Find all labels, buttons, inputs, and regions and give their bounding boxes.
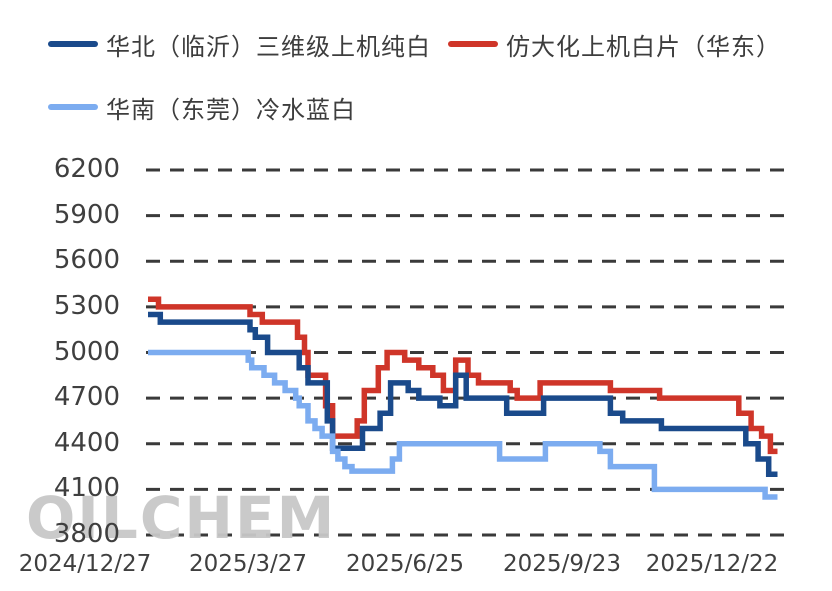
legend-swatch-light-blue (48, 104, 98, 110)
series-line-0 (148, 311, 778, 477)
y-tick-label: 5300 (53, 290, 120, 321)
x-tick-label: 2025/3/27 (189, 551, 307, 577)
y-tick-label: 5900 (53, 199, 120, 230)
y-tick-label: 4400 (53, 427, 120, 458)
legend-swatch-red (448, 41, 498, 47)
legend-item-fangdahua-huadong: 仿大化上机白片（华东） (448, 29, 781, 61)
legend-label: 仿大化上机白片（华东） (506, 32, 781, 61)
series-line-1 (148, 296, 778, 455)
y-tick-label: 6200 (53, 154, 120, 184)
series-line-2 (148, 349, 778, 500)
y-tick-label: 5600 (53, 245, 120, 276)
x-tick-label: 2025/12/22 (645, 551, 779, 577)
legend-item-huabei-linyi: 华北（临沂）三维级上机纯白 (48, 29, 431, 61)
y-tick-label: 5000 (53, 336, 120, 367)
legend-label: 华南（东莞）冷水蓝白 (106, 95, 356, 124)
legend-item-huanan-dongguan: 华南（东莞）冷水蓝白 (48, 92, 356, 124)
x-tick-label: 2025/9/23 (503, 551, 621, 577)
legend: 华北（临沂）三维级上机纯白 仿大化上机白片（华东） 华南（东莞）冷水蓝白 (0, 0, 832, 130)
watermark: OILCHEM (26, 484, 337, 552)
x-tick-label: 2025/6/25 (346, 551, 464, 577)
y-tick-label: 4100 (53, 473, 120, 504)
legend-label: 华北（临沂）三维级上机纯白 (106, 32, 431, 61)
y-tick-label: 4700 (53, 382, 120, 413)
legend-swatch-dark-blue (48, 41, 98, 47)
x-tick-label: 2024/12/27 (18, 551, 152, 577)
y-tick-label: 3800 (53, 519, 120, 549)
